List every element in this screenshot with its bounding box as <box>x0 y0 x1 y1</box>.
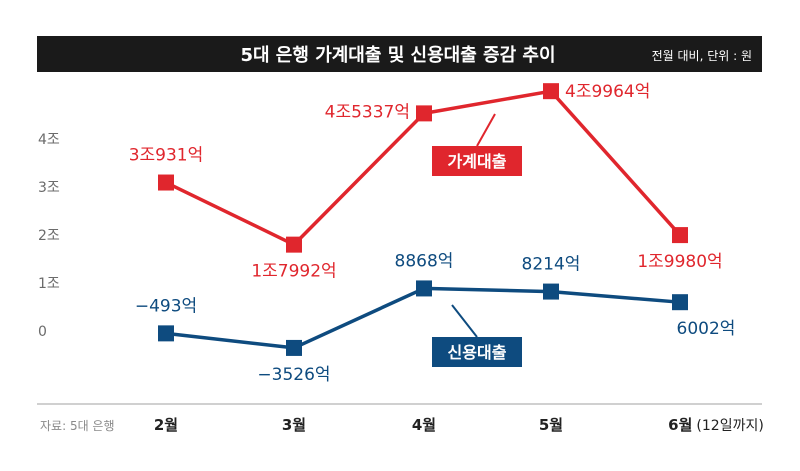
y-tick-label: 4조 <box>38 132 60 148</box>
data-point-marker <box>416 105 432 122</box>
y-tick-label: 1조 <box>38 276 60 292</box>
y-tick-label: 3조 <box>38 180 60 196</box>
series-tag-label: 신용대출 <box>448 343 507 362</box>
series-layer <box>158 83 688 356</box>
data-point-marker <box>543 283 559 300</box>
data-label: −493억 <box>135 296 197 316</box>
data-label: 4조9964억 <box>565 82 650 102</box>
x-tick-category: 2월 <box>154 416 178 434</box>
x-tick-note: (12일까지) <box>696 418 763 434</box>
series-tag-box <box>432 337 522 367</box>
header-bar <box>37 36 762 72</box>
chart-title: 5대 은행 가계대출 및 신용대출 증감 추이 <box>240 45 555 66</box>
data-point-marker <box>286 236 302 253</box>
data-point-marker <box>416 280 432 297</box>
series-tag-box <box>432 146 522 176</box>
data-label: −3526억 <box>257 365 330 385</box>
x-tick-label: 3월 <box>282 416 306 434</box>
data-label: 6002억 <box>677 319 736 339</box>
data-label: 1조7992억 <box>251 262 336 282</box>
data-label-layer: 3조931억 1조7992억 4조5337억 4조9964억 1조9980억 −493억 −… <box>129 82 736 385</box>
data-point-marker <box>158 325 174 342</box>
data-point-marker <box>543 83 559 100</box>
data-label: 4조5337억 <box>325 102 410 122</box>
x-tick-category: 4월 <box>412 416 436 434</box>
data-label: 1조9980억 <box>637 252 722 272</box>
data-point-marker <box>158 174 174 191</box>
data-point-marker <box>672 227 688 244</box>
x-tick-label: 6월 (12일까지) <box>668 416 764 434</box>
series-tag-leader <box>451 304 478 338</box>
x-tick-label: 4월 <box>412 416 436 434</box>
data-label: 8214억 <box>522 255 581 275</box>
x-tick-category: 5월 <box>539 416 563 434</box>
y-tick-label: 2조 <box>38 228 60 244</box>
y-tick-label: 0 <box>38 324 47 340</box>
series-tag-leader <box>476 113 496 147</box>
data-point-marker <box>672 294 688 311</box>
data-label: 3조931억 <box>129 146 204 166</box>
x-tick-label: 5월 <box>539 416 563 434</box>
series-tag-label: 가계대출 <box>448 152 507 171</box>
unit-note: 전월 대비, 단위 : 원 <box>652 49 752 63</box>
y-axis-ticks: 0 1조 2조 3조 4조 <box>38 132 60 340</box>
data-point-marker <box>286 339 302 356</box>
data-label: 8868억 <box>395 251 454 271</box>
x-tick-label: 2월 <box>154 416 178 434</box>
x-tick-category: 3월 <box>282 416 306 434</box>
x-tick-category: 6월 <box>668 416 692 434</box>
source-note: 자료: 5대 은행 <box>40 418 115 433</box>
x-axis-ticks: 2월 3월 4월 5월 6월 (12일까지) <box>154 416 764 434</box>
series-line-credit-loans <box>165 286 681 350</box>
